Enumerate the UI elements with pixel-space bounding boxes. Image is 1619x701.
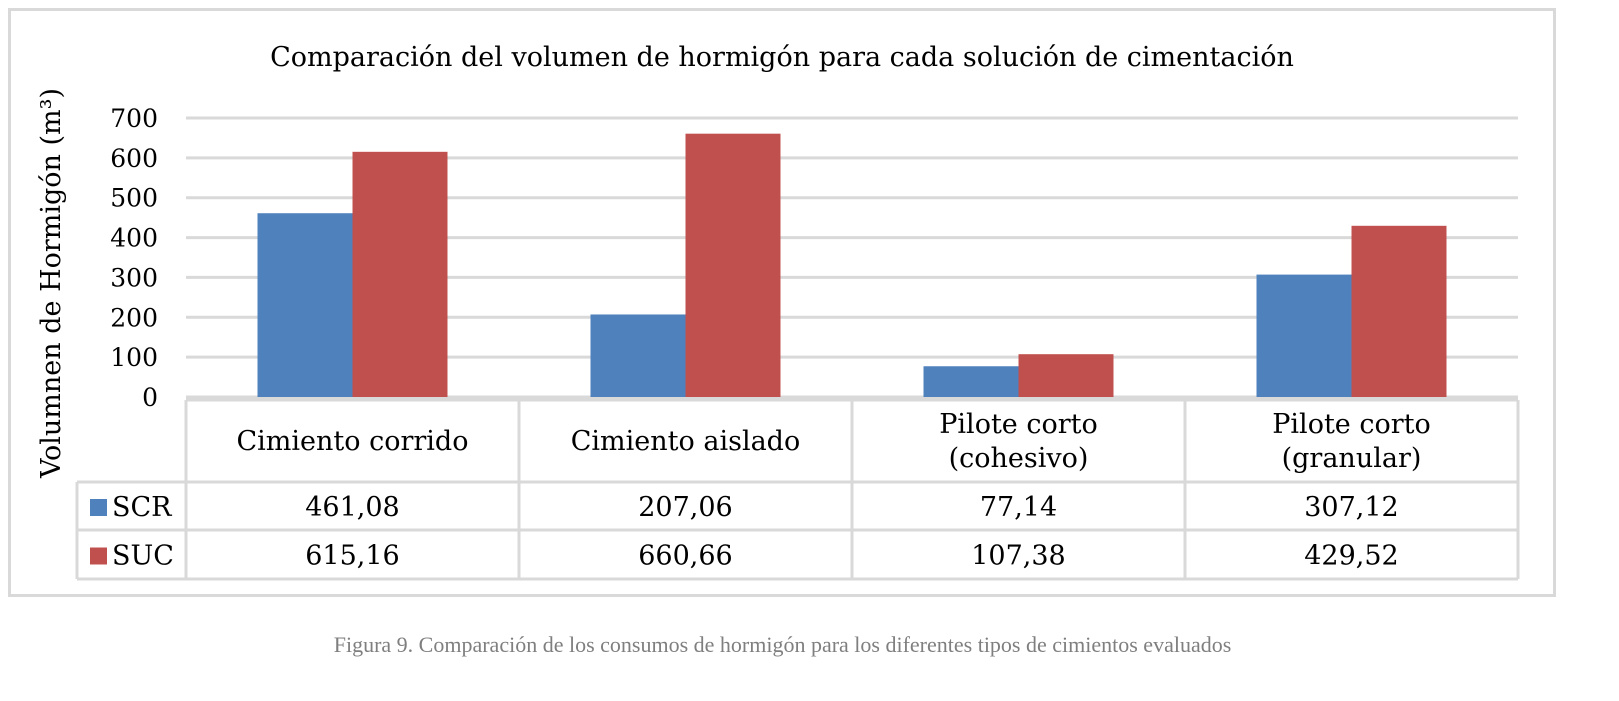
y-tick-label: 0 [142, 383, 158, 412]
y-tick-label: 700 [110, 104, 158, 133]
bar-suc [1018, 354, 1114, 397]
y-tick-label: 500 [110, 184, 158, 213]
data-label: 107,38 [971, 541, 1065, 572]
y-tick-label: 200 [110, 303, 158, 332]
data-label: 307,12 [1304, 492, 1398, 523]
data-label: 77,14 [980, 492, 1057, 523]
data-label: 429,52 [1304, 541, 1398, 572]
legend-key-suc [90, 547, 107, 565]
y-axis-label: Volumnen de Hormigón (m³) [36, 88, 67, 479]
figure-caption: Figura 9. Comparación de los consumos de… [333, 632, 1232, 657]
y-tick-label: 100 [110, 343, 158, 372]
data-label: 660,66 [638, 541, 732, 572]
bar-suc [352, 151, 448, 397]
legend-label-suc: SUC [112, 541, 174, 572]
chart-title: Comparación del volumen de hormigón para… [270, 42, 1294, 73]
x-category-label: Pilote corto [939, 409, 1098, 440]
x-category-label: (cohesivo) [949, 443, 1089, 474]
y-tick-label: 600 [110, 144, 158, 173]
legend-key-scr [90, 499, 107, 516]
data-label: 615,16 [305, 541, 399, 572]
bar-chart: Comparación del volumen de hormigón para… [36, 42, 1520, 581]
legend-label-scr: SCR [112, 492, 172, 523]
x-category-label: Cimiento aislado [571, 426, 800, 457]
bar-suc [1351, 225, 1447, 397]
bar-suc [685, 133, 781, 397]
x-category-label: Cimiento corrido [237, 426, 469, 457]
bar-scr [923, 366, 1019, 397]
bar-scr [590, 314, 686, 397]
y-tick-label: 300 [110, 263, 158, 292]
x-category-label: (granular) [1282, 443, 1422, 474]
data-label: 207,06 [638, 492, 732, 523]
x-category-label: Pilote corto [1272, 409, 1431, 440]
bar-scr [1256, 274, 1352, 397]
data-label: 461,08 [305, 492, 399, 523]
y-tick-label: 400 [110, 224, 158, 253]
bar-scr [257, 213, 353, 397]
